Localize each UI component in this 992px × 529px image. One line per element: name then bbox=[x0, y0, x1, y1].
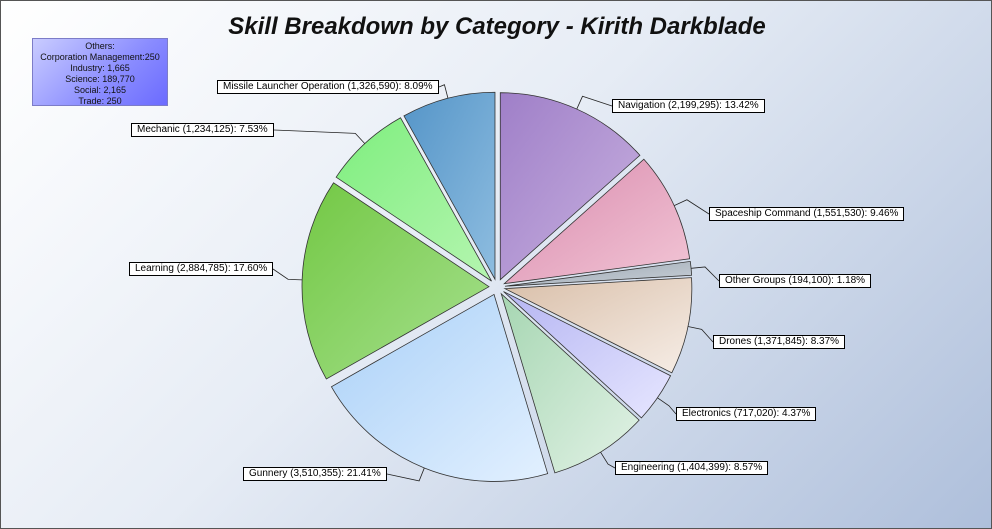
others-item: Corporation Management:250 bbox=[40, 52, 160, 62]
slice-label: Electronics (717,020): 4.37% bbox=[676, 407, 817, 421]
pie-slice-other-groups bbox=[504, 260, 693, 287]
leader-line bbox=[691, 266, 720, 282]
chart-title: Skill Breakdown by Category - Kirith Dar… bbox=[228, 13, 766, 40]
leader-line bbox=[438, 84, 449, 99]
pie-slice-gunnery bbox=[330, 293, 549, 482]
pie-slice-mechanic bbox=[335, 117, 492, 282]
leader-line bbox=[657, 397, 677, 415]
others-item: Trade: 250 bbox=[78, 96, 122, 106]
slice-label: Engineering (1,404,399): 8.57% bbox=[615, 461, 769, 475]
leader-line bbox=[576, 95, 613, 110]
pie-slice-drones bbox=[503, 277, 693, 374]
leader-line bbox=[674, 199, 710, 215]
others-item: Science: 189,770 bbox=[65, 74, 135, 84]
others-heading: Others: bbox=[85, 41, 115, 51]
pie-slice-learning bbox=[301, 182, 490, 380]
slice-label: Other Groups (194,100): 1.18% bbox=[719, 274, 872, 288]
leader-line bbox=[386, 467, 425, 482]
pie-slice-engineering bbox=[500, 292, 640, 474]
slice-label: Learning (2,884,785): 17.60% bbox=[129, 262, 274, 276]
slice-label: Gunnery (3,510,355): 21.41% bbox=[243, 467, 387, 481]
leader-line bbox=[272, 268, 303, 281]
others-item: Industry: 1,665 bbox=[70, 63, 130, 73]
leader-line bbox=[687, 326, 714, 343]
pie-slice-electronics bbox=[503, 291, 672, 419]
slice-label: Spaceship Command (1,551,530): 9.46% bbox=[709, 207, 905, 221]
leader-line bbox=[273, 129, 366, 144]
pie-slice-missile-launcher-operation bbox=[403, 91, 496, 281]
others-item: Social: 2,165 bbox=[73, 85, 127, 95]
slice-label: Missile Launcher Operation (1,326,590): … bbox=[217, 80, 439, 94]
others-legend-box: Others: Corporation Management:250 Indus… bbox=[32, 38, 168, 106]
slice-label: Mechanic (1,234,125): 7.53% bbox=[131, 123, 274, 137]
slice-label: Drones (1,371,845): 8.37% bbox=[713, 335, 846, 349]
slice-label: Navigation (2,199,295): 13.42% bbox=[612, 99, 765, 113]
pie-slice-spaceship-command bbox=[503, 158, 691, 285]
leader-line bbox=[600, 452, 616, 469]
pie-slice-navigation bbox=[499, 92, 641, 281]
